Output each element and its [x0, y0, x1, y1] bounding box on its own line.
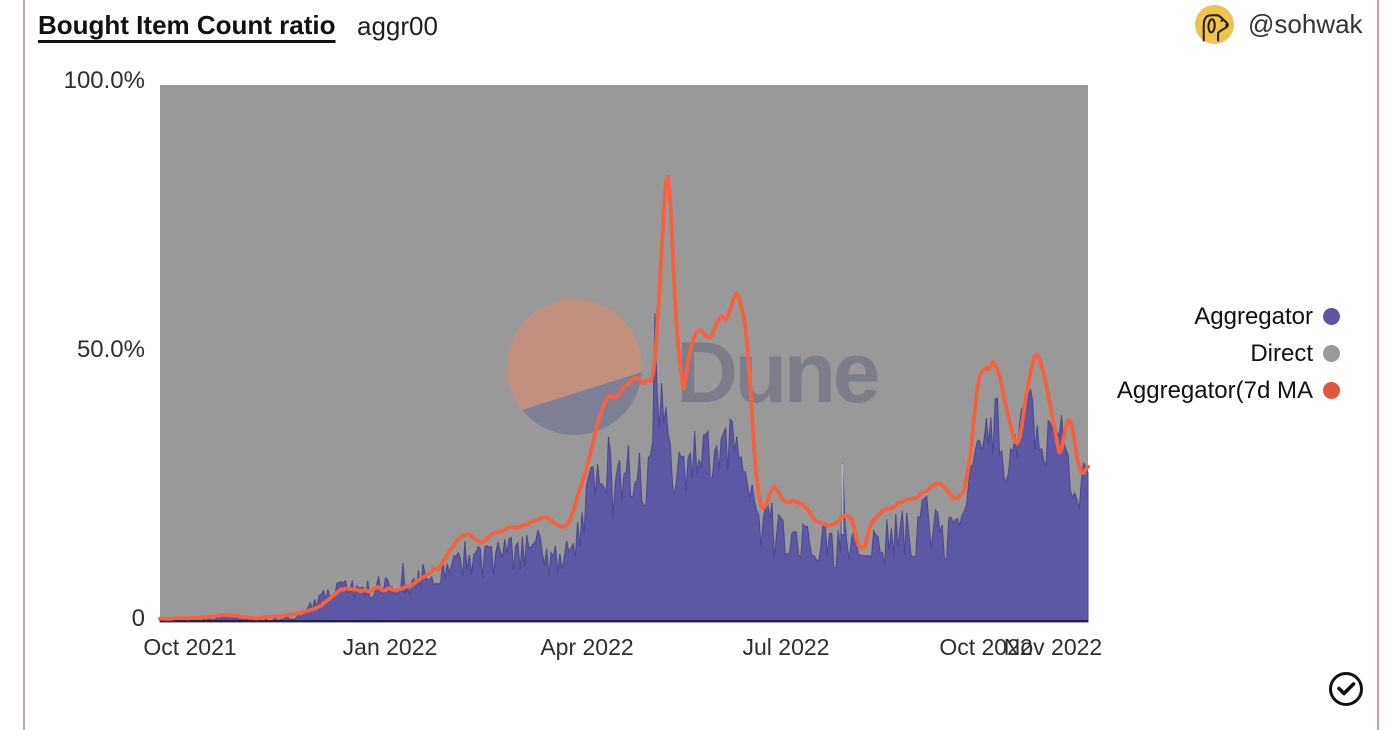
svg-text:Dune: Dune: [676, 325, 878, 421]
